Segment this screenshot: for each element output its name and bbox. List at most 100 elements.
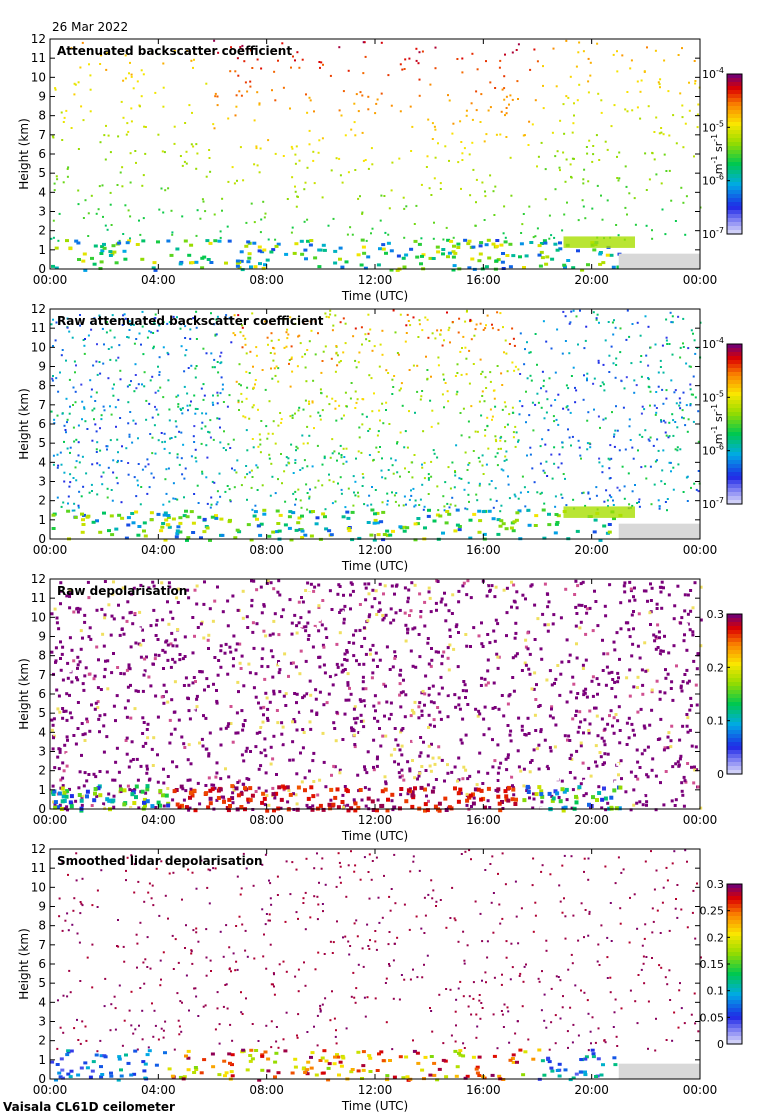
colorbar-segment	[727, 222, 742, 227]
colorbar-tick-label: 10-7	[702, 226, 724, 241]
colorbar-segment	[727, 960, 742, 965]
colorbar-segment	[727, 626, 742, 631]
colorbar-segment	[727, 670, 742, 675]
colorbar-segment	[727, 138, 742, 143]
colorbar-segment	[727, 170, 742, 175]
colorbar-segment	[727, 480, 742, 485]
colorbar-segment	[727, 972, 742, 977]
colorbar-segment	[727, 758, 742, 763]
colorbar-segment	[727, 368, 742, 373]
colorbar-segment	[727, 940, 742, 945]
colorbar-segment	[727, 436, 742, 441]
colorbar-segment	[727, 1024, 742, 1029]
y-tick-label: 2	[38, 764, 46, 778]
colorbar-segment	[727, 662, 742, 667]
colorbar-tick-label: 0.25	[700, 905, 725, 918]
colorbar-segment	[727, 650, 742, 655]
colorbar-tick-label: 10-5	[702, 119, 724, 134]
colorbar-segment	[727, 1020, 742, 1025]
colorbar-segment	[727, 150, 742, 155]
x-tick-label: 00:00	[683, 273, 718, 287]
colorbar-segment	[727, 424, 742, 429]
colorbar-segment	[727, 214, 742, 219]
y-tick-label: 2	[38, 224, 46, 238]
colorbar-segment	[727, 686, 742, 691]
colorbar-segment	[727, 110, 742, 115]
y-tick-label: 4	[38, 995, 46, 1009]
colorbar-segment	[727, 198, 742, 203]
colorbar-segment	[727, 356, 742, 361]
x-tick-label: 00:00	[33, 813, 68, 827]
y-tick-label: 3	[38, 1015, 46, 1029]
x-tick-label: 08:00	[249, 1083, 284, 1097]
colorbar-segment	[727, 952, 742, 957]
y-tick-label: 4	[38, 455, 46, 469]
x-tick-label: 08:00	[249, 543, 284, 557]
colorbar-segment	[727, 948, 742, 953]
y-tick-label: 10	[31, 340, 46, 354]
no-data-region	[618, 523, 700, 539]
y-tick-label: 4	[38, 725, 46, 739]
colorbar-segment	[727, 210, 742, 215]
colorbar-segment	[727, 146, 742, 151]
colorbar-segment	[727, 892, 742, 897]
colorbar-segment	[727, 674, 742, 679]
y-tick-label: 0	[38, 1072, 46, 1086]
y-tick-label: 2	[38, 1034, 46, 1048]
colorbar-unit-label: m-1 sr-1	[710, 404, 725, 444]
colorbar-segment	[727, 710, 742, 715]
colorbar-segment	[727, 440, 742, 445]
colorbar-segment	[727, 996, 742, 1001]
colorbar-segment	[727, 762, 742, 767]
colorbar-tick-label: 10-7	[702, 496, 724, 511]
colorbar-segment	[727, 678, 742, 683]
colorbar-segment	[727, 226, 742, 231]
colorbar-segment	[727, 614, 742, 619]
y-tick-label: 0	[38, 802, 46, 816]
colorbar-segment	[727, 492, 742, 497]
colorbar-segment	[727, 154, 742, 159]
colorbar-segment	[727, 94, 742, 99]
colorbar-segment	[727, 162, 742, 167]
colorbar-segment	[727, 900, 742, 905]
y-tick-label: 8	[38, 109, 46, 123]
colorbar-segment	[727, 452, 742, 457]
colorbar-segment	[727, 988, 742, 993]
y-tick-label: 6	[38, 687, 46, 701]
colorbar-segment	[727, 912, 742, 917]
colorbar-segment	[727, 90, 742, 95]
colorbar-segment	[727, 936, 742, 941]
colorbar-segment	[727, 698, 742, 703]
x-tick-label: 00:00	[33, 1083, 68, 1097]
y-tick-label: 6	[38, 417, 46, 431]
x-axis-label: Time (UTC)	[341, 1099, 408, 1113]
colorbar-segment	[727, 904, 742, 909]
colorbar-tick-label: 10-6	[702, 173, 724, 188]
colorbar-segment	[727, 706, 742, 711]
y-tick-label: 1	[38, 243, 46, 257]
colorbar-segment	[727, 380, 742, 385]
y-tick-label: 11	[31, 591, 46, 605]
colorbar-segment	[727, 158, 742, 163]
colorbar-segment	[727, 388, 742, 393]
colorbar-segment	[727, 980, 742, 985]
panel-title: Raw attenuated backscatter coefficient	[57, 314, 324, 328]
y-tick-label: 7	[38, 128, 46, 142]
colorbar-segment	[727, 142, 742, 147]
colorbar-segment	[727, 488, 742, 493]
colorbar-segment	[727, 186, 742, 191]
colorbar-segment	[727, 86, 742, 91]
colorbar-tick-label: 10-6	[702, 443, 724, 458]
y-tick-label: 3	[38, 475, 46, 489]
colorbar-segment	[727, 352, 742, 357]
colorbar-segment	[727, 984, 742, 989]
colorbar-segment	[727, 114, 742, 119]
y-tick-label: 7	[38, 668, 46, 682]
colorbar-tick-label: 10-4	[702, 66, 724, 81]
colorbar-segment	[727, 448, 742, 453]
x-tick-label: 16:00	[466, 543, 501, 557]
x-tick-label: 12:00	[358, 1083, 393, 1097]
y-tick-label: 8	[38, 649, 46, 663]
